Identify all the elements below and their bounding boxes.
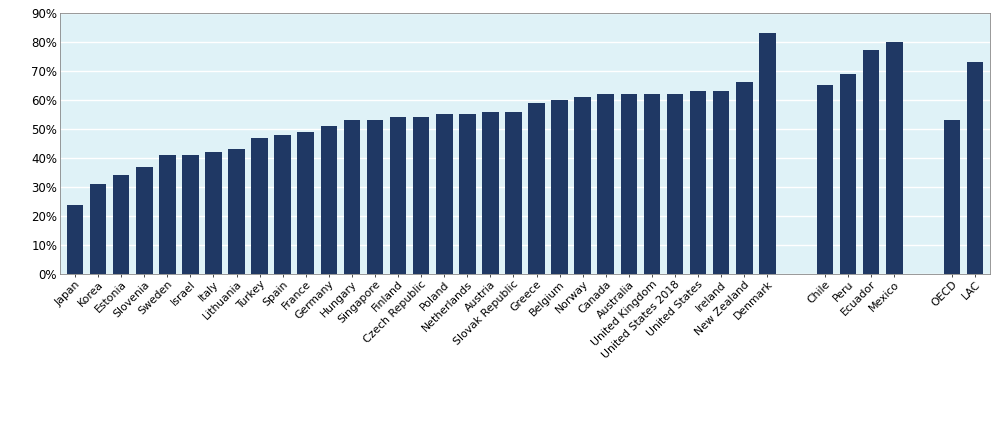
Bar [944, 120, 960, 274]
Bar [182, 155, 199, 274]
Bar [644, 94, 660, 274]
Bar [967, 62, 983, 274]
Bar [321, 126, 337, 274]
Bar [159, 155, 176, 274]
Bar [113, 176, 129, 274]
Bar [817, 85, 833, 274]
Bar [367, 120, 383, 274]
Bar [690, 91, 706, 274]
Bar [413, 117, 429, 274]
Bar [759, 33, 776, 274]
Bar [344, 120, 360, 274]
Bar [459, 114, 476, 274]
Bar [840, 74, 856, 274]
Bar [886, 42, 903, 274]
Bar [136, 167, 153, 274]
Bar [597, 94, 614, 274]
Bar [436, 114, 453, 274]
Bar [667, 94, 683, 274]
Bar [90, 184, 106, 274]
Bar [863, 51, 879, 274]
Bar [205, 152, 222, 274]
Bar [713, 91, 729, 274]
Bar [390, 117, 406, 274]
Bar [505, 111, 522, 274]
Bar [736, 82, 753, 274]
Bar [621, 94, 637, 274]
Bar [274, 135, 291, 274]
Bar [251, 138, 268, 274]
Bar [482, 111, 499, 274]
Bar [528, 103, 545, 274]
Bar [551, 100, 568, 274]
Bar [574, 97, 591, 274]
Bar [228, 149, 245, 274]
Bar [297, 132, 314, 274]
Bar [67, 205, 83, 274]
